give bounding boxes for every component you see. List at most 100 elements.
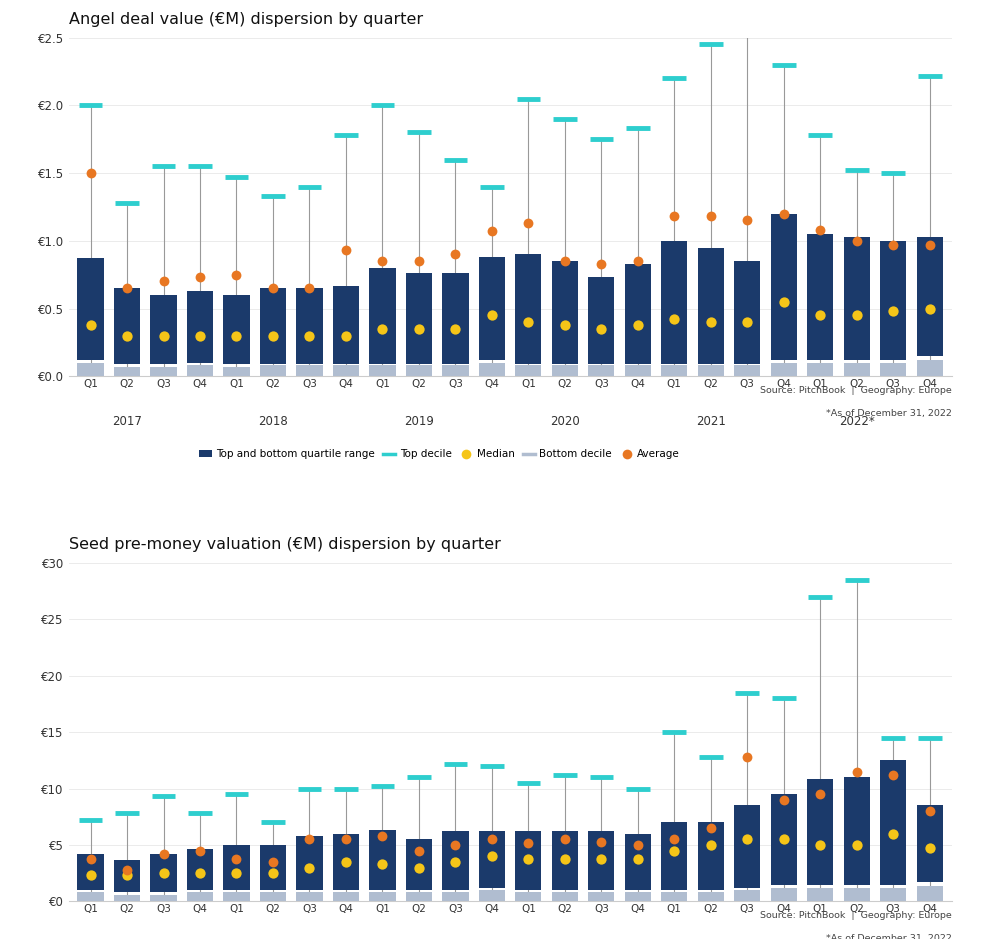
Point	[557, 851, 573, 866]
Point	[82, 851, 98, 866]
Bar	[77, 258, 104, 360]
Bar	[625, 892, 651, 901]
Text: 2021: 2021	[696, 415, 726, 428]
Bar	[661, 892, 688, 901]
Point	[630, 254, 645, 269]
Bar	[916, 360, 943, 377]
Bar	[150, 854, 177, 892]
Point	[557, 254, 573, 269]
Point	[447, 321, 463, 336]
Bar	[551, 365, 578, 377]
Text: *As of December 31, 2022: *As of December 31, 2022	[826, 409, 952, 418]
Bar	[442, 365, 469, 377]
Point	[301, 860, 317, 875]
Point	[301, 281, 317, 296]
Bar	[880, 761, 906, 885]
Legend: Top and bottom quartile range, Top decile, Median, Bottom decile, Average: Top and bottom quartile range, Top decil…	[199, 449, 680, 459]
Bar	[114, 288, 140, 364]
Point	[156, 328, 172, 343]
Bar	[697, 892, 724, 901]
Text: Source: PitchBook  |  Geography: Europe: Source: PitchBook | Geography: Europe	[760, 386, 952, 394]
Point	[411, 860, 427, 875]
Bar	[734, 365, 760, 377]
Point	[447, 838, 463, 853]
Point	[776, 832, 792, 847]
Bar	[406, 892, 432, 901]
Bar	[589, 365, 614, 377]
Bar	[807, 888, 834, 901]
Point	[521, 216, 537, 231]
Point	[666, 832, 682, 847]
Point	[594, 321, 609, 336]
Point	[82, 868, 98, 883]
Bar	[369, 892, 395, 901]
Point	[849, 308, 864, 323]
Bar	[479, 257, 505, 360]
Point	[666, 843, 682, 858]
Bar	[807, 779, 834, 885]
Bar	[479, 890, 505, 901]
Bar	[661, 240, 688, 364]
Point	[703, 208, 719, 223]
Point	[265, 854, 281, 870]
Point	[301, 832, 317, 847]
Bar	[625, 365, 651, 377]
Bar	[442, 831, 469, 890]
Bar	[515, 831, 542, 890]
Bar	[551, 831, 578, 890]
Point	[630, 838, 645, 853]
Bar	[333, 834, 359, 890]
Point	[812, 308, 828, 323]
Bar	[260, 845, 286, 890]
Bar	[442, 892, 469, 901]
Bar	[661, 365, 688, 377]
Point	[922, 238, 938, 253]
Bar	[916, 806, 943, 883]
Point	[375, 856, 390, 871]
Bar	[625, 264, 651, 364]
Bar	[114, 367, 140, 377]
Point	[776, 793, 792, 808]
Point	[82, 317, 98, 332]
Point	[484, 832, 499, 847]
Point	[120, 868, 135, 883]
Bar	[844, 888, 870, 901]
Point	[229, 268, 244, 283]
Point	[812, 838, 828, 853]
Bar	[150, 367, 177, 377]
Bar	[880, 888, 906, 901]
Bar	[734, 806, 760, 888]
Text: 2018: 2018	[258, 415, 287, 428]
Bar	[296, 365, 323, 377]
Bar	[515, 365, 542, 377]
Point	[484, 308, 499, 323]
Point	[447, 247, 463, 262]
Point	[703, 838, 719, 853]
Bar	[333, 892, 359, 901]
Point	[484, 223, 499, 239]
Text: Angel deal value (€M) dispersion by quarter: Angel deal value (€M) dispersion by quar…	[69, 11, 423, 26]
Bar	[771, 362, 797, 377]
Bar	[551, 261, 578, 364]
Bar	[186, 365, 213, 377]
Bar	[77, 362, 104, 377]
Point	[812, 223, 828, 238]
Bar	[224, 892, 249, 901]
Point	[156, 846, 172, 861]
Point	[666, 208, 682, 223]
Text: *As of December 31, 2022: *As of December 31, 2022	[826, 934, 952, 939]
Bar	[333, 285, 359, 364]
Bar	[916, 885, 943, 901]
Bar	[296, 892, 323, 901]
Point	[338, 243, 354, 258]
Point	[885, 826, 901, 841]
Point	[375, 828, 390, 843]
Bar	[515, 254, 542, 364]
Bar	[515, 892, 542, 901]
Point	[156, 274, 172, 289]
Bar	[150, 895, 177, 901]
Text: Source: PitchBook  |  Geography: Europe: Source: PitchBook | Geography: Europe	[760, 911, 952, 920]
Point	[922, 804, 938, 819]
Point	[411, 321, 427, 336]
Point	[192, 328, 208, 343]
